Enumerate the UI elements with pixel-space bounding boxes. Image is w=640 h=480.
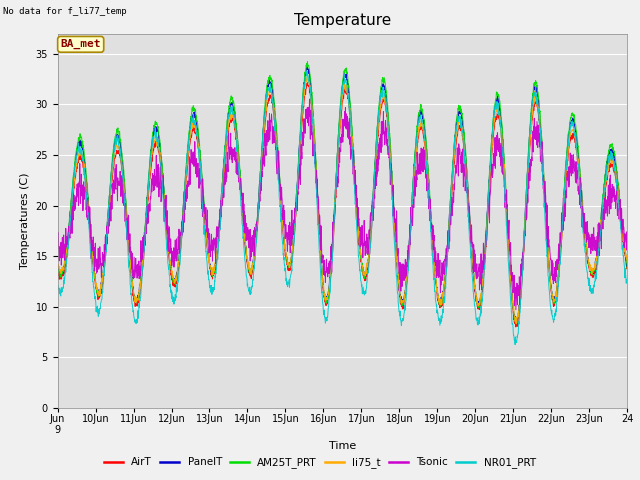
Legend: AirT, PanelT, AM25T_PRT, li75_t, Tsonic, NR01_PRT: AirT, PanelT, AM25T_PRT, li75_t, Tsonic,…: [100, 453, 540, 472]
Text: BA_met: BA_met: [60, 39, 101, 49]
Text: No data for f_li77_temp: No data for f_li77_temp: [3, 7, 127, 16]
X-axis label: Time: Time: [329, 441, 356, 451]
Title: Temperature: Temperature: [294, 13, 391, 28]
Y-axis label: Temperatures (C): Temperatures (C): [20, 172, 30, 269]
